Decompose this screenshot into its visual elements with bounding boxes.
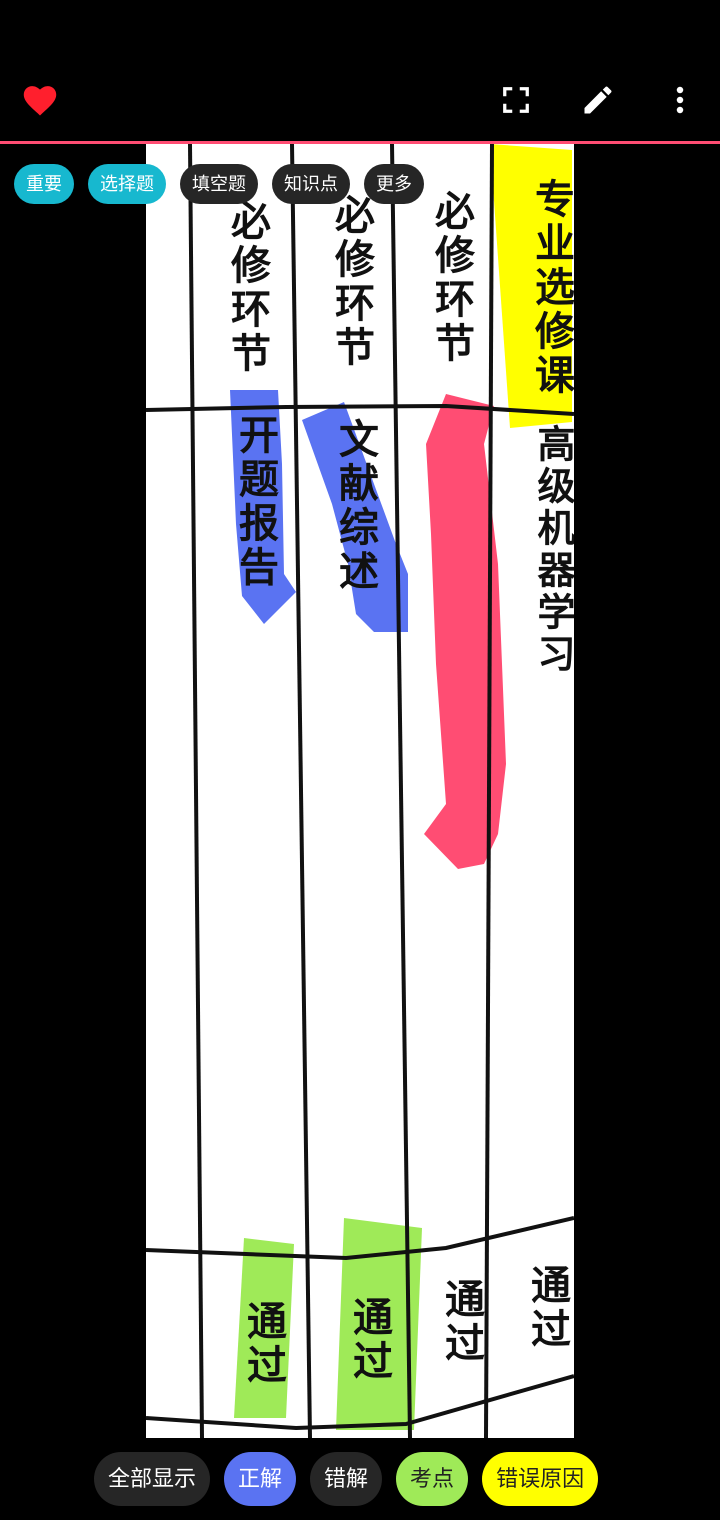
fullscreen-icon[interactable] xyxy=(494,78,538,122)
col4-item: 高级机器学习 xyxy=(531,424,574,676)
bottom-action-bar: 全部显示 正解 错解 考点 错误原因 xyxy=(94,1452,599,1506)
blue-highlight-1 xyxy=(230,390,296,624)
tag-multiple-choice[interactable]: 选择题 xyxy=(88,164,166,204)
green-highlight-2 xyxy=(336,1218,422,1430)
document-image: 必修环节 必修环节 必修环节 专业选修课 开题报告 文献综述 高级机器学习 通过… xyxy=(146,144,574,1438)
col2-header: 必修环节 xyxy=(328,194,375,370)
top-toolbar xyxy=(0,0,720,144)
table-line xyxy=(146,1374,574,1431)
table-line xyxy=(484,144,494,1438)
blue-highlight-2 xyxy=(302,402,408,632)
pencil-icon[interactable] xyxy=(576,78,620,122)
table-line xyxy=(188,144,204,1438)
exam-point-button[interactable]: 考点 xyxy=(396,1452,469,1506)
wrong-answer-button[interactable]: 错解 xyxy=(310,1452,383,1506)
col3-header: 必修环节 xyxy=(428,190,475,366)
col4-result: 通过 xyxy=(524,1264,571,1352)
yellow-highlight xyxy=(490,144,572,428)
table-line xyxy=(390,144,412,1438)
col3-result: 通过 xyxy=(438,1278,485,1366)
red-highlight xyxy=(424,394,506,869)
col4-header: 专业选修课 xyxy=(528,178,574,398)
table-line xyxy=(146,1216,574,1261)
col1-item: 开题报告 xyxy=(232,414,279,590)
heart-icon[interactable] xyxy=(18,78,62,122)
error-reason-button[interactable]: 错误原因 xyxy=(482,1452,599,1506)
correct-answer-button[interactable]: 正解 xyxy=(224,1452,297,1506)
show-all-button[interactable]: 全部显示 xyxy=(94,1452,211,1506)
table-line xyxy=(290,144,312,1438)
tag-row: 重要 选择题 填空题 知识点 更多 xyxy=(14,164,424,204)
green-highlight-1 xyxy=(234,1238,294,1418)
tag-more[interactable]: 更多 xyxy=(364,164,424,204)
tag-fill-in-blank[interactable]: 填空题 xyxy=(180,164,258,204)
col1-result: 通过 xyxy=(240,1300,287,1388)
table-line xyxy=(146,403,574,416)
col2-item: 文献综述 xyxy=(332,418,379,594)
more-vert-icon[interactable] xyxy=(658,78,702,122)
tag-important[interactable]: 重要 xyxy=(14,164,74,204)
col2-result: 通过 xyxy=(346,1296,393,1384)
tag-knowledge-point[interactable]: 知识点 xyxy=(272,164,350,204)
col1-header: 必修环节 xyxy=(224,200,271,376)
